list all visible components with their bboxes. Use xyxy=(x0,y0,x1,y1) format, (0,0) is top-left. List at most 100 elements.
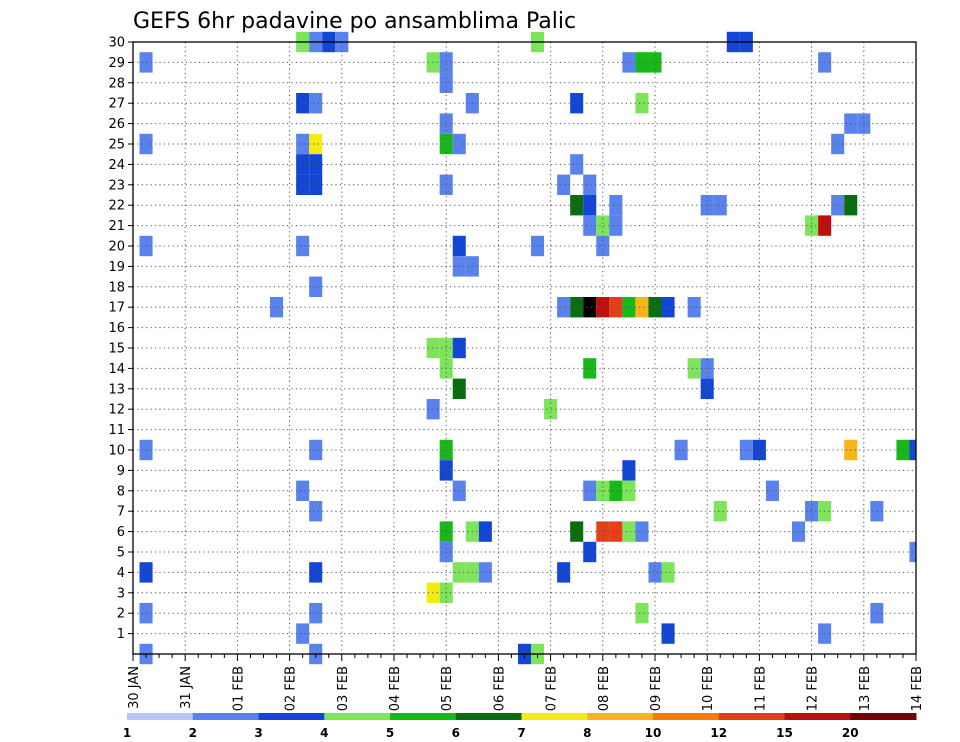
y-tick-label: 25 xyxy=(108,138,125,153)
heatmap-cell xyxy=(139,235,153,257)
x-tick-label: 02 FEB xyxy=(284,666,299,711)
y-tick-label: 18 xyxy=(108,280,125,295)
colorbar-swatch xyxy=(587,713,654,720)
colorbar-label: 3 xyxy=(254,726,262,740)
heatmap-cell xyxy=(309,562,323,583)
heatmap-cell xyxy=(557,562,571,583)
heatmap-cell xyxy=(309,133,323,155)
heatmap-cell xyxy=(296,133,310,155)
y-tick-label: 26 xyxy=(108,117,125,132)
colorbar-swatch xyxy=(850,713,917,720)
x-tick-label: 14 FEB xyxy=(910,666,925,711)
heatmap-cell xyxy=(700,378,714,399)
y-tick-label: 14 xyxy=(108,362,125,377)
colorbar: 1 2 3 4 5 6 7 8 10 12 15 20 xyxy=(123,713,917,740)
heatmap-cell xyxy=(596,480,610,501)
y-tick-label: 3 xyxy=(117,586,125,601)
grid-lines xyxy=(133,42,916,654)
heatmap-cell xyxy=(596,215,610,236)
colorbar-label: 15 xyxy=(776,726,793,740)
colorbar-label: 20 xyxy=(842,726,859,740)
y-tick-label: 23 xyxy=(108,178,125,193)
x-tick-label: 09 FEB xyxy=(649,666,664,711)
chart-title: GEFS 6hr padavine po ansamblima Palic xyxy=(133,9,576,34)
y-tick-label: 6 xyxy=(117,525,125,540)
x-tick-label: 01 FEB xyxy=(231,666,246,711)
colorbar-swatch xyxy=(127,713,194,720)
heatmap-cell xyxy=(139,562,153,583)
colorbar-label: 10 xyxy=(645,726,662,740)
y-tick-label: 22 xyxy=(108,199,125,214)
heatmap-cell xyxy=(296,480,310,501)
heatmap-cell xyxy=(609,297,623,318)
heatmap-cell xyxy=(635,93,649,114)
y-tick-label: 13 xyxy=(108,382,125,397)
heatmap-cell xyxy=(531,235,545,257)
heatmap-cell xyxy=(752,439,766,461)
y-tick-label: 17 xyxy=(108,301,125,316)
heatmap-cell xyxy=(309,603,323,624)
y-tick-label: 21 xyxy=(108,219,125,234)
colorbar-swatch xyxy=(653,713,720,720)
heatmap-cell xyxy=(544,399,558,420)
x-tick-label: 11 FEB xyxy=(753,666,768,711)
y-tick-label: 24 xyxy=(108,158,125,173)
heatmap-cell xyxy=(687,358,701,379)
heatmap-cell xyxy=(622,521,636,542)
heatmap-cell xyxy=(609,215,623,236)
heatmap-cell xyxy=(583,358,597,379)
y-tick-label: 12 xyxy=(108,403,125,418)
heatmap-cell xyxy=(674,439,688,461)
heatmap-cell xyxy=(661,562,675,583)
heatmap-cell xyxy=(687,297,701,318)
heatmap-cell xyxy=(570,521,584,542)
heatmap-cell xyxy=(583,195,597,216)
heatmap-cell xyxy=(270,297,284,318)
y-tick-label: 28 xyxy=(108,76,125,91)
heatmap-cell xyxy=(570,154,584,175)
heatmap-cell xyxy=(570,195,584,216)
x-tick-label: 06 FEB xyxy=(492,666,507,711)
heatmap-cell xyxy=(635,603,649,624)
heatmap-cell xyxy=(596,521,610,542)
colorbar-label: 7 xyxy=(517,726,525,740)
heatmap-cell xyxy=(296,235,310,257)
heatmap-cell xyxy=(713,195,727,216)
heatmap-cell xyxy=(622,52,636,73)
x-tick-label: 12 FEB xyxy=(806,666,821,711)
heatmap-cell xyxy=(648,562,662,583)
heatmap-cell xyxy=(309,174,323,195)
heatmap-cell xyxy=(765,480,779,501)
y-tick-label: 15 xyxy=(108,342,125,357)
heatmap-cell xyxy=(635,52,649,73)
heatmap-cell xyxy=(609,480,623,501)
y-tick-label: 20 xyxy=(108,240,125,255)
colorbar-swatch xyxy=(784,713,851,720)
heatmap-cell xyxy=(661,623,675,644)
y-tick-label: 27 xyxy=(108,97,125,112)
heatmap-cell xyxy=(635,521,649,542)
y-tick-label: 11 xyxy=(108,423,125,438)
y-tick-label: 30 xyxy=(108,36,125,51)
heatmap-cell xyxy=(557,297,571,318)
heatmap-cell xyxy=(596,235,610,257)
colorbar-swatch xyxy=(324,713,391,720)
y-tick-label: 5 xyxy=(117,546,125,561)
y-tick-label: 1 xyxy=(117,627,125,642)
heatmap-cell xyxy=(622,460,636,481)
heatmap-cell xyxy=(309,276,323,297)
colorbar-swatch xyxy=(718,713,785,720)
y-tick-label: 9 xyxy=(117,464,125,479)
x-tick-label: 13 FEB xyxy=(858,666,873,711)
heatmap-cell xyxy=(309,501,323,522)
heatmap-cell xyxy=(622,480,636,501)
heatmap-cell xyxy=(309,93,323,114)
heatmap-cell xyxy=(296,623,310,644)
heatmap-cell xyxy=(583,297,597,318)
colorbar-swatch xyxy=(390,713,457,720)
heatmap-cell xyxy=(583,541,597,563)
colorbar-swatch xyxy=(455,713,522,720)
y-tick-label: 7 xyxy=(117,505,125,520)
colorbar-label: 1 xyxy=(123,726,131,740)
